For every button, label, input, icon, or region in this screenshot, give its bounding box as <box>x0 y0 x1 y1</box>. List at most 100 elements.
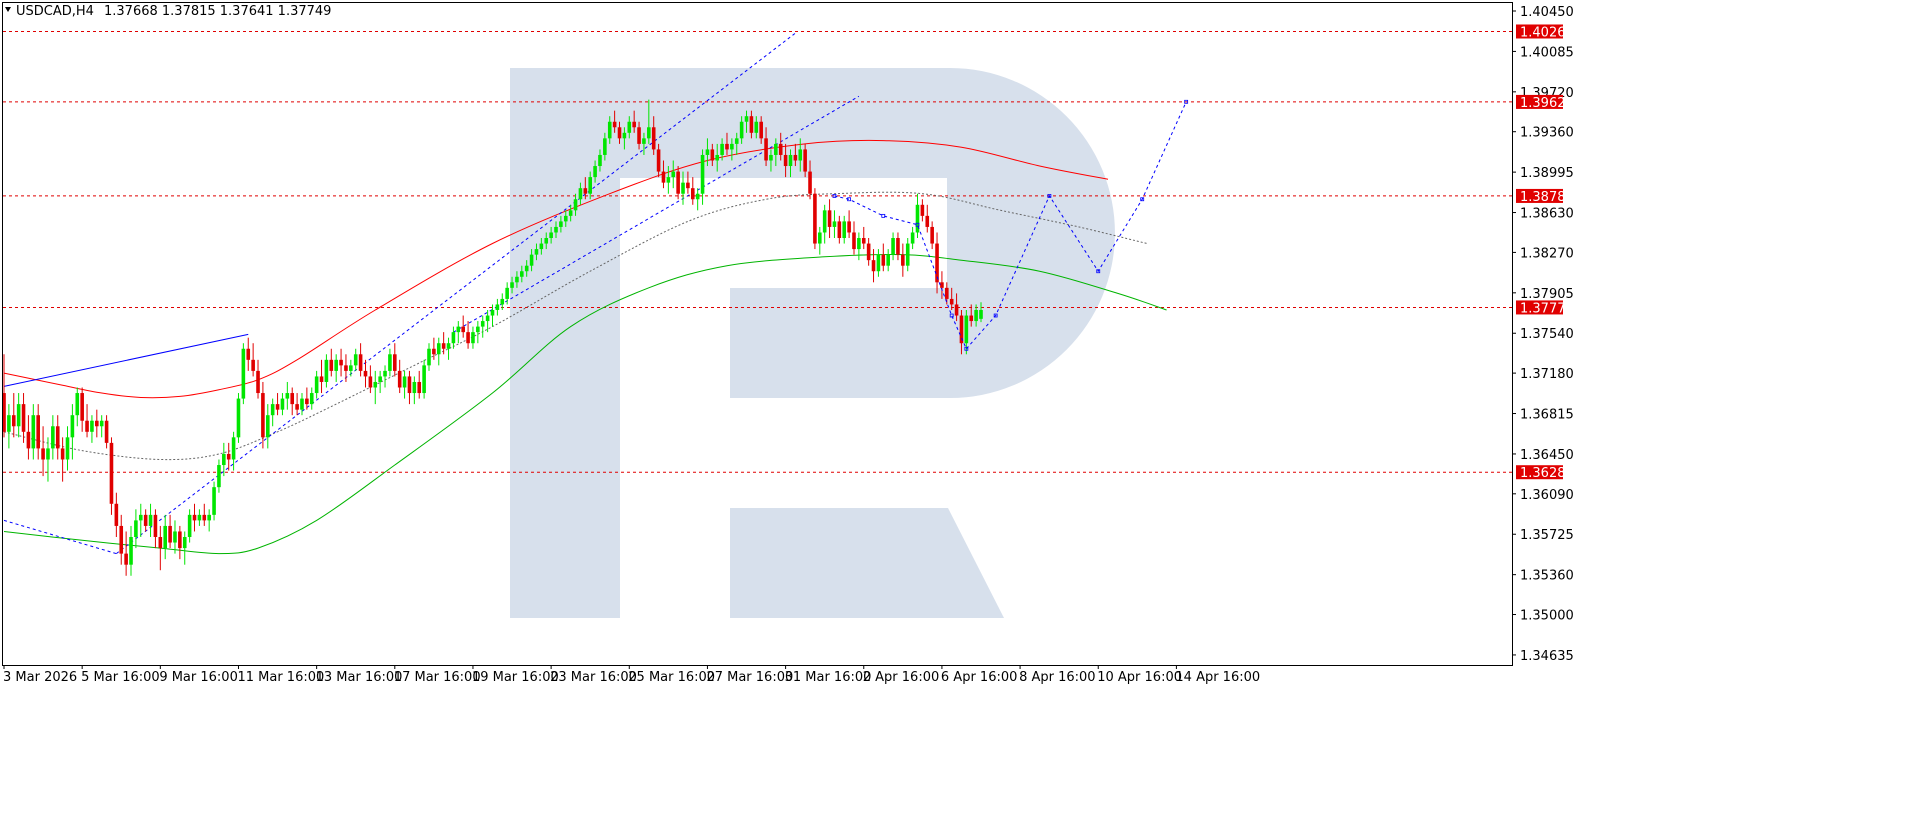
forecast-vertex <box>832 194 837 198</box>
candle-body <box>749 116 754 133</box>
candle-body <box>705 149 710 155</box>
trend-line <box>116 32 796 555</box>
candle-body <box>476 326 480 333</box>
candle-body <box>461 326 465 333</box>
y-tick-label: 1.40085 <box>1520 45 1574 60</box>
candle-body <box>607 121 612 139</box>
candle-body <box>954 304 959 316</box>
watermark-logo <box>510 68 1115 618</box>
candle-body <box>80 393 84 421</box>
symbol-label: USDCAD,H4 <box>16 4 94 19</box>
candle-body <box>368 376 373 388</box>
candle-body <box>285 393 290 399</box>
candle-body <box>75 393 80 416</box>
plot-frame <box>2 2 1513 666</box>
candle-body <box>432 348 436 355</box>
candle-body <box>554 226 558 233</box>
candle-body <box>788 154 793 167</box>
candle-body <box>715 154 720 161</box>
forecast-vertex <box>847 197 852 202</box>
dropdown-triangle-icon[interactable] <box>5 7 11 12</box>
candle-body <box>212 487 216 515</box>
candle-body <box>642 138 646 144</box>
candle-body <box>2 393 6 432</box>
candle-body <box>383 370 387 377</box>
trend-line <box>453 95 860 333</box>
candle-body <box>505 287 509 299</box>
candle-body <box>339 359 343 366</box>
y-tick-label: 1.36090 <box>1520 488 1574 503</box>
candle-body <box>275 404 280 410</box>
candle-body <box>647 127 651 139</box>
candle-body <box>187 514 192 538</box>
candle-body <box>16 404 21 427</box>
candle-body <box>563 215 568 222</box>
candle-body <box>41 448 45 460</box>
candle-body <box>65 437 70 460</box>
forecast-vertex <box>915 222 920 227</box>
candle-body <box>319 376 324 382</box>
candle-body <box>11 415 16 427</box>
candle-body <box>422 365 426 394</box>
trend-line <box>3 519 117 555</box>
candle-body <box>251 359 255 371</box>
y-tick-label: 1.38630 <box>1520 207 1574 222</box>
candle-body <box>529 254 534 266</box>
candle-body <box>60 448 65 460</box>
y-tick-label: 1.35000 <box>1520 609 1574 624</box>
candle-body <box>393 354 397 371</box>
candle-body <box>231 437 236 460</box>
forecast-vertex <box>964 346 969 351</box>
candle-body <box>822 210 827 233</box>
candle-body <box>656 149 661 172</box>
candle-body <box>544 238 549 244</box>
candle-body <box>959 315 964 344</box>
price-level-tag <box>1516 24 1563 39</box>
chart-header: USDCAD,H4 1.37668 1.37815 1.37641 1.3774… <box>5 4 331 19</box>
time-axis[interactable]: 3 Mar 2026 5 Mar 16:00 9 Mar 16:00 11 Mar 1… <box>3 665 1260 685</box>
candle-body <box>412 381 417 394</box>
price-axis[interactable]: 1.404501.400851.397201.393601.389951.386… <box>1512 5 1574 664</box>
candle-body <box>915 204 920 233</box>
candle-body <box>349 365 353 371</box>
y-tick-label: 1.40450 <box>1520 5 1574 20</box>
candle-body <box>676 171 680 194</box>
y-tick-label: 1.38995 <box>1520 166 1574 181</box>
candle-body <box>578 188 583 200</box>
candle-body <box>686 182 690 189</box>
candle-body <box>871 260 876 272</box>
candle-body <box>466 332 470 344</box>
moving-average-line <box>3 191 1148 461</box>
candle-body <box>480 321 485 327</box>
candle-body <box>549 232 553 239</box>
candle-body <box>295 404 299 410</box>
candle-body <box>109 442 114 504</box>
candle-body <box>300 398 304 410</box>
candle-body <box>598 154 602 167</box>
candle-body <box>407 376 412 394</box>
candle-body <box>495 304 500 310</box>
x-tick-label: 10 Apr 16:00 <box>1097 670 1182 685</box>
candle-body <box>690 188 695 200</box>
candle-body <box>500 298 505 305</box>
moving-average-line <box>3 253 1167 555</box>
x-tick-label: 8 Apr 16:00 <box>1019 670 1096 685</box>
candle-body <box>26 431 31 449</box>
candle-body <box>695 193 700 200</box>
candle-body <box>202 514 207 521</box>
candle-body <box>632 121 636 128</box>
candle-body <box>896 238 900 255</box>
trend-line <box>3 333 249 387</box>
candle-body <box>881 254 886 266</box>
price-level-label: 1.38780 <box>1520 190 1574 205</box>
candle-body <box>945 287 949 299</box>
candle-body <box>192 514 197 521</box>
candle-body <box>964 315 969 344</box>
x-tick-label: 6 Apr 16:00 <box>941 670 1018 685</box>
price-level-label: 1.37773 <box>1520 301 1574 316</box>
candle-body <box>769 154 773 161</box>
price-level-tag <box>1516 188 1563 203</box>
candle-body <box>305 398 309 405</box>
candle-body <box>725 143 729 150</box>
